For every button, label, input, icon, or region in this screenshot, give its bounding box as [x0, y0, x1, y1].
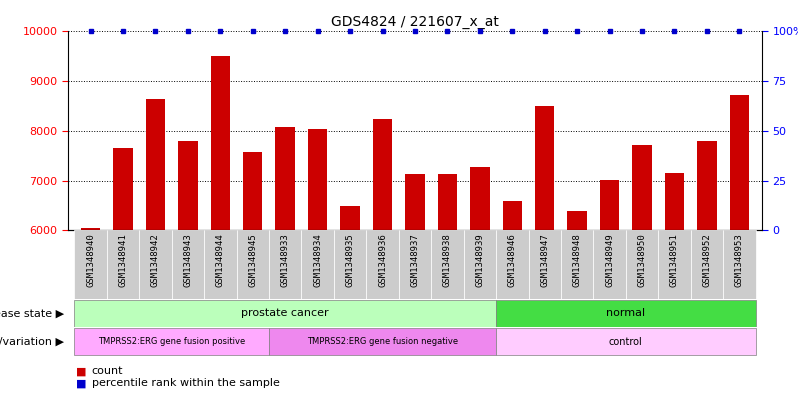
Text: GSM1348948: GSM1348948 [573, 234, 582, 288]
Bar [697, 141, 717, 230]
Text: GSM1348949: GSM1348949 [605, 234, 614, 288]
Text: GSM1348935: GSM1348935 [346, 234, 354, 288]
Bar [243, 152, 263, 230]
Bar [464, 230, 496, 299]
Text: GSM1348943: GSM1348943 [184, 234, 192, 288]
Bar [236, 230, 269, 299]
Bar [658, 230, 691, 299]
Text: GSM1348947: GSM1348947 [540, 234, 549, 288]
Bar [496, 299, 756, 327]
Bar [665, 173, 684, 230]
Bar [373, 119, 393, 230]
Bar [308, 129, 327, 230]
Bar [437, 174, 457, 230]
Bar [178, 141, 198, 230]
Text: percentile rank within the sample: percentile rank within the sample [92, 378, 279, 388]
Bar [600, 180, 619, 230]
Text: GSM1348945: GSM1348945 [248, 234, 257, 288]
Bar [275, 127, 295, 230]
Bar [334, 230, 366, 299]
Text: TMPRSS2:ERG gene fusion positive: TMPRSS2:ERG gene fusion positive [98, 337, 245, 346]
Bar [535, 106, 555, 230]
Bar [399, 230, 431, 299]
Bar [146, 99, 165, 230]
Text: GSM1348952: GSM1348952 [702, 234, 712, 288]
Bar [496, 230, 528, 299]
Bar [172, 230, 204, 299]
Text: GSM1348941: GSM1348941 [118, 234, 128, 288]
Text: genotype/variation ▶: genotype/variation ▶ [0, 336, 64, 347]
Bar [340, 206, 360, 230]
Bar [74, 230, 107, 299]
Bar [74, 299, 496, 327]
Text: GSM1348951: GSM1348951 [670, 234, 679, 288]
Title: GDS4824 / 221607_x_at: GDS4824 / 221607_x_at [331, 15, 499, 29]
Bar [107, 230, 139, 299]
Bar [211, 56, 230, 230]
Bar [139, 230, 172, 299]
Bar [204, 230, 236, 299]
Bar [405, 174, 425, 230]
Text: GSM1348946: GSM1348946 [508, 234, 517, 288]
Bar [503, 201, 522, 230]
Text: count: count [92, 366, 123, 376]
Bar [269, 230, 302, 299]
Text: prostate cancer: prostate cancer [241, 308, 329, 318]
Bar [729, 95, 749, 230]
Text: normal: normal [606, 308, 646, 318]
Text: disease state ▶: disease state ▶ [0, 308, 64, 318]
Bar [74, 328, 269, 355]
Bar [81, 228, 101, 230]
Bar [269, 328, 496, 355]
Text: GSM1348944: GSM1348944 [215, 234, 225, 288]
Bar [561, 230, 594, 299]
Bar [567, 211, 587, 230]
Bar [594, 230, 626, 299]
Text: GSM1348934: GSM1348934 [313, 234, 322, 288]
Bar [723, 230, 756, 299]
Text: control: control [609, 336, 642, 347]
Text: ■: ■ [76, 378, 86, 388]
Bar [626, 230, 658, 299]
Text: GSM1348942: GSM1348942 [151, 234, 160, 288]
Text: TMPRSS2:ERG gene fusion negative: TMPRSS2:ERG gene fusion negative [307, 337, 458, 346]
Text: GSM1348953: GSM1348953 [735, 234, 744, 288]
Text: ■: ■ [76, 366, 86, 376]
Bar [496, 328, 756, 355]
Text: GSM1348950: GSM1348950 [638, 234, 646, 288]
Text: GSM1348936: GSM1348936 [378, 234, 387, 288]
Bar [470, 167, 490, 230]
Text: GSM1348937: GSM1348937 [410, 234, 420, 288]
Text: GSM1348939: GSM1348939 [476, 234, 484, 288]
Bar [691, 230, 723, 299]
Text: GSM1348940: GSM1348940 [86, 234, 95, 288]
Bar [528, 230, 561, 299]
Bar [366, 230, 399, 299]
Text: GSM1348933: GSM1348933 [281, 234, 290, 288]
Bar [113, 148, 132, 230]
Bar [431, 230, 464, 299]
Text: GSM1348938: GSM1348938 [443, 234, 452, 288]
Bar [632, 145, 652, 230]
Bar [302, 230, 334, 299]
